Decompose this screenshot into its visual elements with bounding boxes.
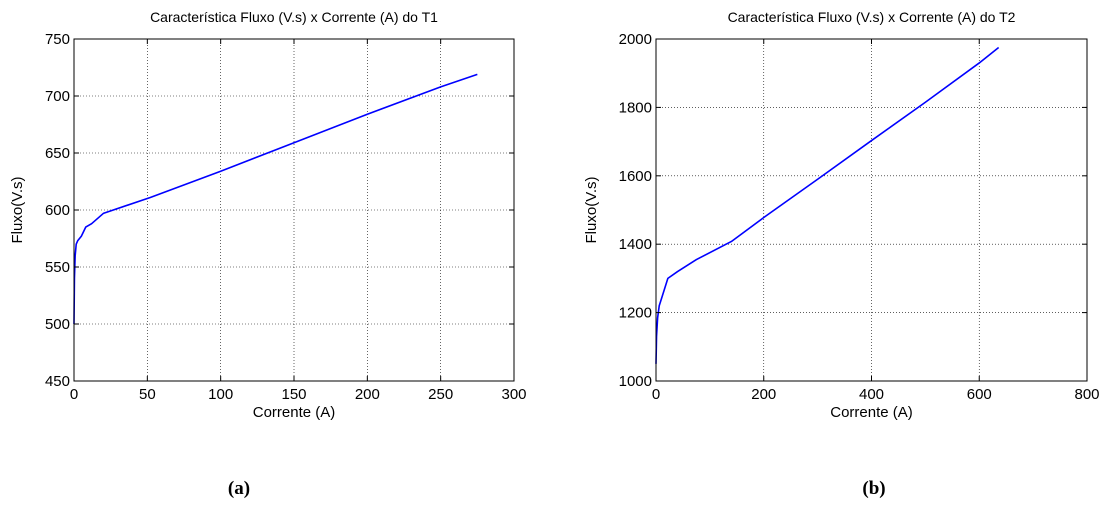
y-tick-label: 600 — [45, 202, 70, 219]
y-tick-label: 650 — [45, 145, 70, 162]
x-tick-label: 200 — [355, 386, 380, 403]
figure-caption: (b) — [862, 478, 885, 499]
x-tick-label: 250 — [428, 386, 453, 403]
y-tick-label: 550 — [45, 259, 70, 276]
x-axis-label: Corrente (A) — [830, 404, 913, 421]
y-axis-label: Fluxo(V.s) — [583, 177, 600, 244]
series-line — [73, 73, 478, 325]
x-tick-label: 0 — [70, 386, 78, 403]
x-tick-label: 50 — [139, 386, 156, 403]
y-tick-label: 750 — [45, 31, 70, 48]
y-axis-label: Fluxo(V.s) — [9, 177, 26, 244]
y-tick-label: 1800 — [619, 99, 652, 116]
x-tick-label: 300 — [501, 386, 526, 403]
x-tick-label: 100 — [208, 386, 233, 403]
y-tick-label: 450 — [45, 373, 70, 390]
x-tick-label: 200 — [751, 386, 776, 403]
y-tick-label: 1400 — [619, 236, 652, 253]
chart-1: 0 50 100 150 200 250 300 450 500 550 600 650 700 750 C… — [9, 9, 527, 499]
x-tick-label: 800 — [1074, 386, 1099, 403]
x-tick-label: 0 — [652, 386, 660, 403]
x-tick-label: 600 — [967, 386, 992, 403]
chart-title: Característica Fluxo (V.s) x Corrente (A… — [728, 9, 1016, 25]
y-tick-label: 1600 — [619, 168, 652, 185]
x-axis-label: Corrente (A) — [253, 404, 336, 421]
y-tick-label: 500 — [45, 316, 70, 333]
x-tick-label: 400 — [859, 386, 884, 403]
series-line — [655, 46, 1000, 364]
y-tick-label: 2000 — [619, 31, 652, 48]
y-tick-label: 700 — [45, 88, 70, 105]
chart-title: Característica Fluxo (V.s) x Corrente (A… — [150, 9, 438, 25]
y-tick-label: 1000 — [619, 373, 652, 390]
x-tick-label: 150 — [281, 386, 306, 403]
figure-caption: (a) — [228, 478, 250, 499]
chart-2: 0 200 400 600 800 1000 1200 1400 1600 1800 2000 Car… — [583, 9, 1100, 499]
y-tick-label: 1200 — [619, 305, 652, 322]
